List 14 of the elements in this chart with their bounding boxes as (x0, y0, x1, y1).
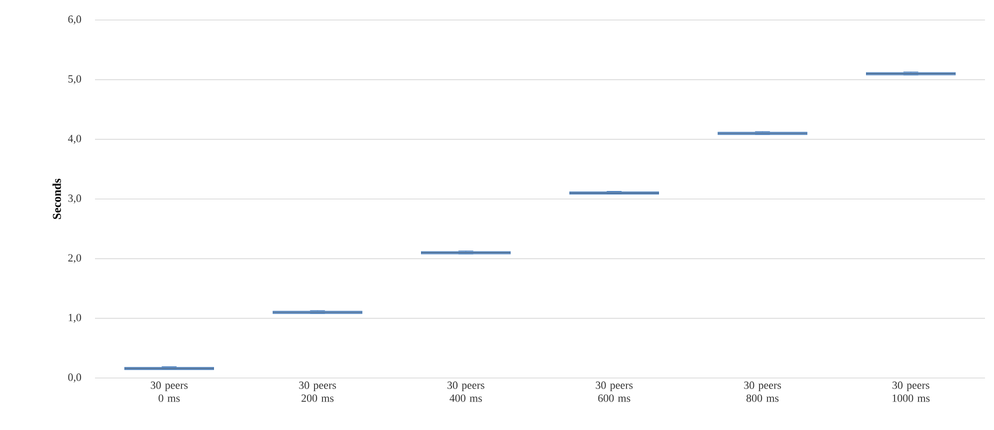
x-tick-label: 30 peers 400 ms (448, 382, 484, 402)
y-tick-label: 5,0 (68, 75, 82, 84)
x-tick-label: 30 peers 200 ms (299, 382, 336, 402)
y-tick-label: 0,0 (68, 374, 82, 382)
y-axis-title: Seconds (52, 178, 61, 219)
x-tick-label: 30 peers 800 ms (744, 382, 781, 402)
y-tick-label: 2,0 (68, 254, 82, 264)
y-tick-label: 1,0 (68, 314, 82, 323)
x-tick-label: 30 peers 0 ms (150, 382, 188, 402)
y-tick-label: 4,0 (68, 134, 82, 144)
y-tick-label: 3,0 (68, 194, 82, 204)
x-tick-label: 30 peers 600 ms (596, 382, 633, 402)
x-tick-label: 30 peers 1000 ms (892, 382, 930, 402)
y-tick-label: 6,0 (68, 16, 82, 24)
